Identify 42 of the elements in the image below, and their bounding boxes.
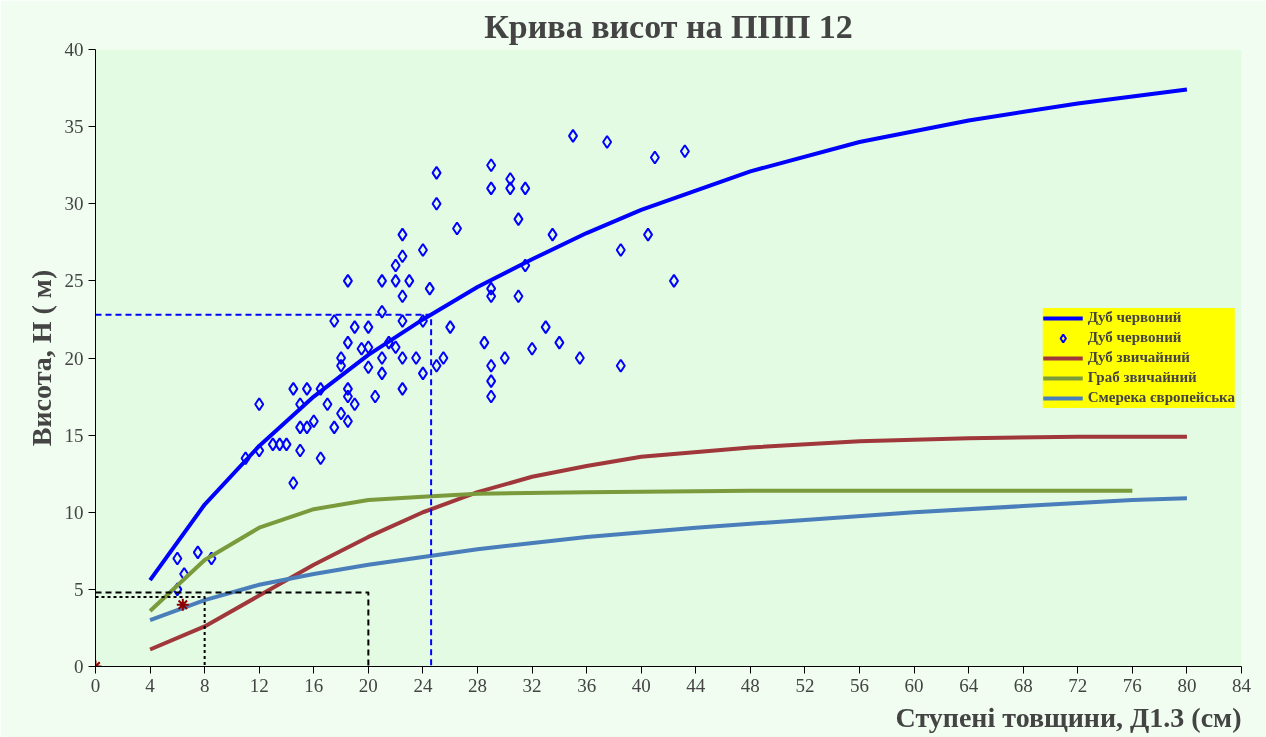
y-tick-label: 25 (64, 270, 84, 292)
legend-label: Дуб звичайний (1087, 349, 1190, 366)
y-tick-label: 15 (64, 424, 84, 446)
x-tick-label: 12 (249, 674, 269, 696)
x-axis-title: Ступені товщини, Д1.3 (см) (895, 701, 1242, 733)
x-tick-label: 4 (145, 674, 156, 696)
x-tick-label: 28 (468, 674, 487, 696)
x-tick-label: 68 (1013, 674, 1033, 696)
x-tick-label: 84 (1232, 674, 1252, 696)
y-tick-label: 20 (64, 347, 84, 369)
y-tick-label: 40 (64, 39, 84, 60)
y-axis-title: Висота, Н ( м) (25, 269, 57, 447)
y-tick-label: 5 (74, 578, 84, 600)
x-tick-label: 60 (904, 674, 924, 696)
y-tick-label: 10 (64, 501, 84, 523)
x-tick-label: 76 (1122, 674, 1142, 696)
line-series (148, 434, 1189, 652)
x-tick-label: 80 (1177, 674, 1197, 696)
x-tick-label: 24 (413, 674, 433, 696)
x-tick-label: 8 (199, 674, 210, 696)
x-tick-label: 48 (740, 674, 760, 696)
x-tick-label: 64 (959, 674, 979, 696)
x-tick-label: 40 (631, 674, 651, 696)
legend-label: Смерека європейська (1087, 389, 1235, 406)
legend-label: Граб звичайний (1087, 369, 1197, 386)
x-tick-label: 56 (850, 674, 869, 696)
x-tick-label: 52 (795, 674, 815, 696)
legend-label: Дуб червоний (1087, 329, 1182, 346)
line-series (148, 496, 1189, 623)
chart-title: Крива висот на ППП 12 (484, 7, 853, 45)
line-series (148, 488, 1135, 613)
x-tick-label: 0 (90, 674, 101, 696)
y-tick-label: 35 (64, 116, 84, 138)
legend-label: Дуб червоний (1087, 309, 1182, 326)
x-tick-label: 44 (686, 674, 706, 696)
y-tick-label: 30 (64, 193, 84, 215)
x-tick-label: 32 (522, 674, 542, 696)
x-tick-label: 72 (1068, 674, 1088, 696)
x-tick-label: 16 (304, 674, 324, 696)
x-tick-label: 20 (358, 674, 378, 696)
y-tick-label: 0 (74, 656, 84, 677)
x-tick-label: 36 (577, 674, 597, 696)
